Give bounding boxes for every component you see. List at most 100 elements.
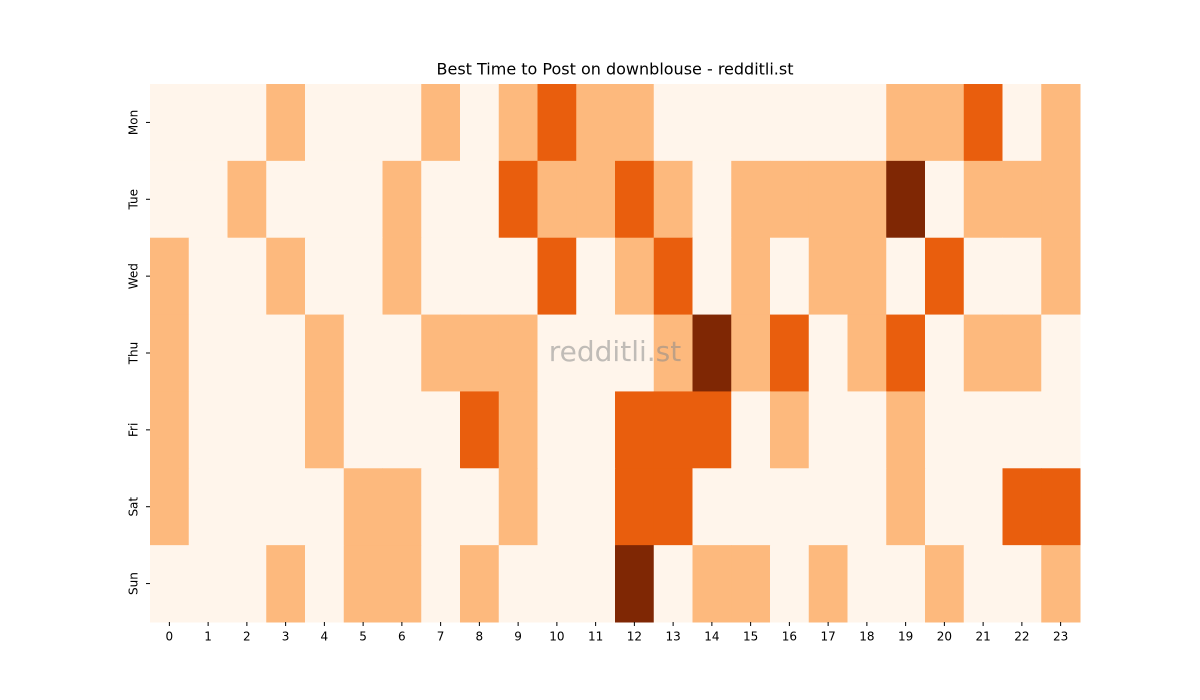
heatmap-cell (498, 237, 538, 316)
heatmap-cell (653, 84, 693, 162)
x-tick-label: 20 (937, 630, 952, 644)
heatmap-cell (188, 84, 228, 162)
heatmap-cell (305, 237, 345, 316)
heatmap-cell (615, 314, 655, 392)
heatmap-cell (382, 160, 422, 239)
heatmap-cell (150, 84, 190, 162)
heatmap-cell (847, 237, 887, 316)
heatmap-cell (615, 160, 655, 239)
heatmap-cell (1002, 545, 1042, 623)
heatmap-cell (382, 314, 422, 392)
heatmap-cell (460, 237, 500, 316)
y-tick-label: Fri (127, 423, 141, 437)
heatmap-cell (770, 468, 810, 546)
heatmap-cell (537, 160, 577, 239)
heatmap-cell (1041, 545, 1081, 623)
heatmap-cell (227, 314, 267, 392)
heatmap-cell (731, 84, 771, 162)
heatmap-cell (537, 468, 577, 546)
heatmap-cell (150, 545, 190, 623)
heatmap-cell (731, 468, 771, 546)
heatmap-cell (615, 237, 655, 316)
heatmap-cell (1002, 468, 1042, 546)
heatmap-cell (343, 84, 383, 162)
heatmap-cell (188, 391, 228, 469)
heatmap-cell (692, 84, 732, 162)
heatmap-cell (963, 160, 1003, 239)
heatmap-cell (1041, 237, 1081, 316)
heatmap-cell (808, 160, 848, 239)
heatmap-cell (770, 84, 810, 162)
heatmap-cell (227, 237, 267, 316)
heatmap-cell (421, 314, 461, 392)
heatmap-cell (576, 545, 616, 623)
heatmap-cell (576, 391, 616, 469)
x-tick-label: 0 (166, 630, 174, 644)
heatmap-cell (460, 468, 500, 546)
y-tick-label: Tue (127, 189, 141, 211)
heatmap-cell (421, 84, 461, 162)
heatmap-cell (886, 468, 926, 546)
heatmap-cell (847, 314, 887, 392)
heatmap-cell (808, 391, 848, 469)
heatmap-cell (731, 160, 771, 239)
heatmap-cell (576, 468, 616, 546)
heatmap-cell (576, 84, 616, 162)
heatmap-cell (1041, 468, 1081, 546)
heatmap-cell (963, 545, 1003, 623)
heatmap-cell (498, 160, 538, 239)
heatmap-cell (382, 84, 422, 162)
heatmap-cell (963, 314, 1003, 392)
x-tick-label: 8 (476, 630, 484, 644)
heatmap-cell (188, 237, 228, 316)
heatmap-cell (537, 314, 577, 392)
heatmap-cell (1002, 391, 1042, 469)
heatmap-cell (305, 391, 345, 469)
heatmap-cell (731, 237, 771, 316)
heatmap-cell (808, 237, 848, 316)
heatmap-cell (963, 237, 1003, 316)
heatmap-cell (847, 84, 887, 162)
chart-title: Best Time to Post on downblouse - reddit… (437, 60, 794, 79)
heatmap-cell (382, 237, 422, 316)
x-tick-label: 12 (627, 630, 642, 644)
heatmap-cell (847, 391, 887, 469)
heatmap-cell (421, 545, 461, 623)
heatmap-cell (653, 160, 693, 239)
heatmap-cell (886, 237, 926, 316)
x-tick-label: 23 (1053, 630, 1068, 644)
heatmap-cell (808, 468, 848, 546)
heatmap-cell (653, 468, 693, 546)
heatmap-cell (498, 468, 538, 546)
x-tick-label: 10 (549, 630, 564, 644)
y-tick-label: Sat (127, 497, 141, 517)
x-tick-label: 19 (898, 630, 913, 644)
heatmap-cell (925, 391, 965, 469)
heatmap-cell (382, 468, 422, 546)
heatmap-cell (925, 468, 965, 546)
heatmap-cell (537, 545, 577, 623)
heatmap-cell (460, 391, 500, 469)
heatmap-cell (576, 160, 616, 239)
heatmap-cell (963, 468, 1003, 546)
heatmap-cell (343, 391, 383, 469)
heatmap-cell (963, 391, 1003, 469)
heatmap-cell (770, 160, 810, 239)
heatmap-cell (1041, 160, 1081, 239)
heatmap-cell (266, 391, 306, 469)
heatmap-cell (227, 84, 267, 162)
heatmap-cell (227, 391, 267, 469)
heatmap-cell (498, 314, 538, 392)
heatmap-cell (305, 545, 345, 623)
heatmap-cell (925, 84, 965, 162)
heatmap-cell (925, 160, 965, 239)
heatmap-cell (460, 84, 500, 162)
heatmap-cell (188, 545, 228, 623)
heatmap-cell (886, 314, 926, 392)
heatmap-cell (615, 84, 655, 162)
heatmap-cell (421, 391, 461, 469)
heatmap-cell (421, 468, 461, 546)
heatmap-cell (498, 84, 538, 162)
heatmap-cell (808, 314, 848, 392)
heatmap-cell (692, 237, 732, 316)
